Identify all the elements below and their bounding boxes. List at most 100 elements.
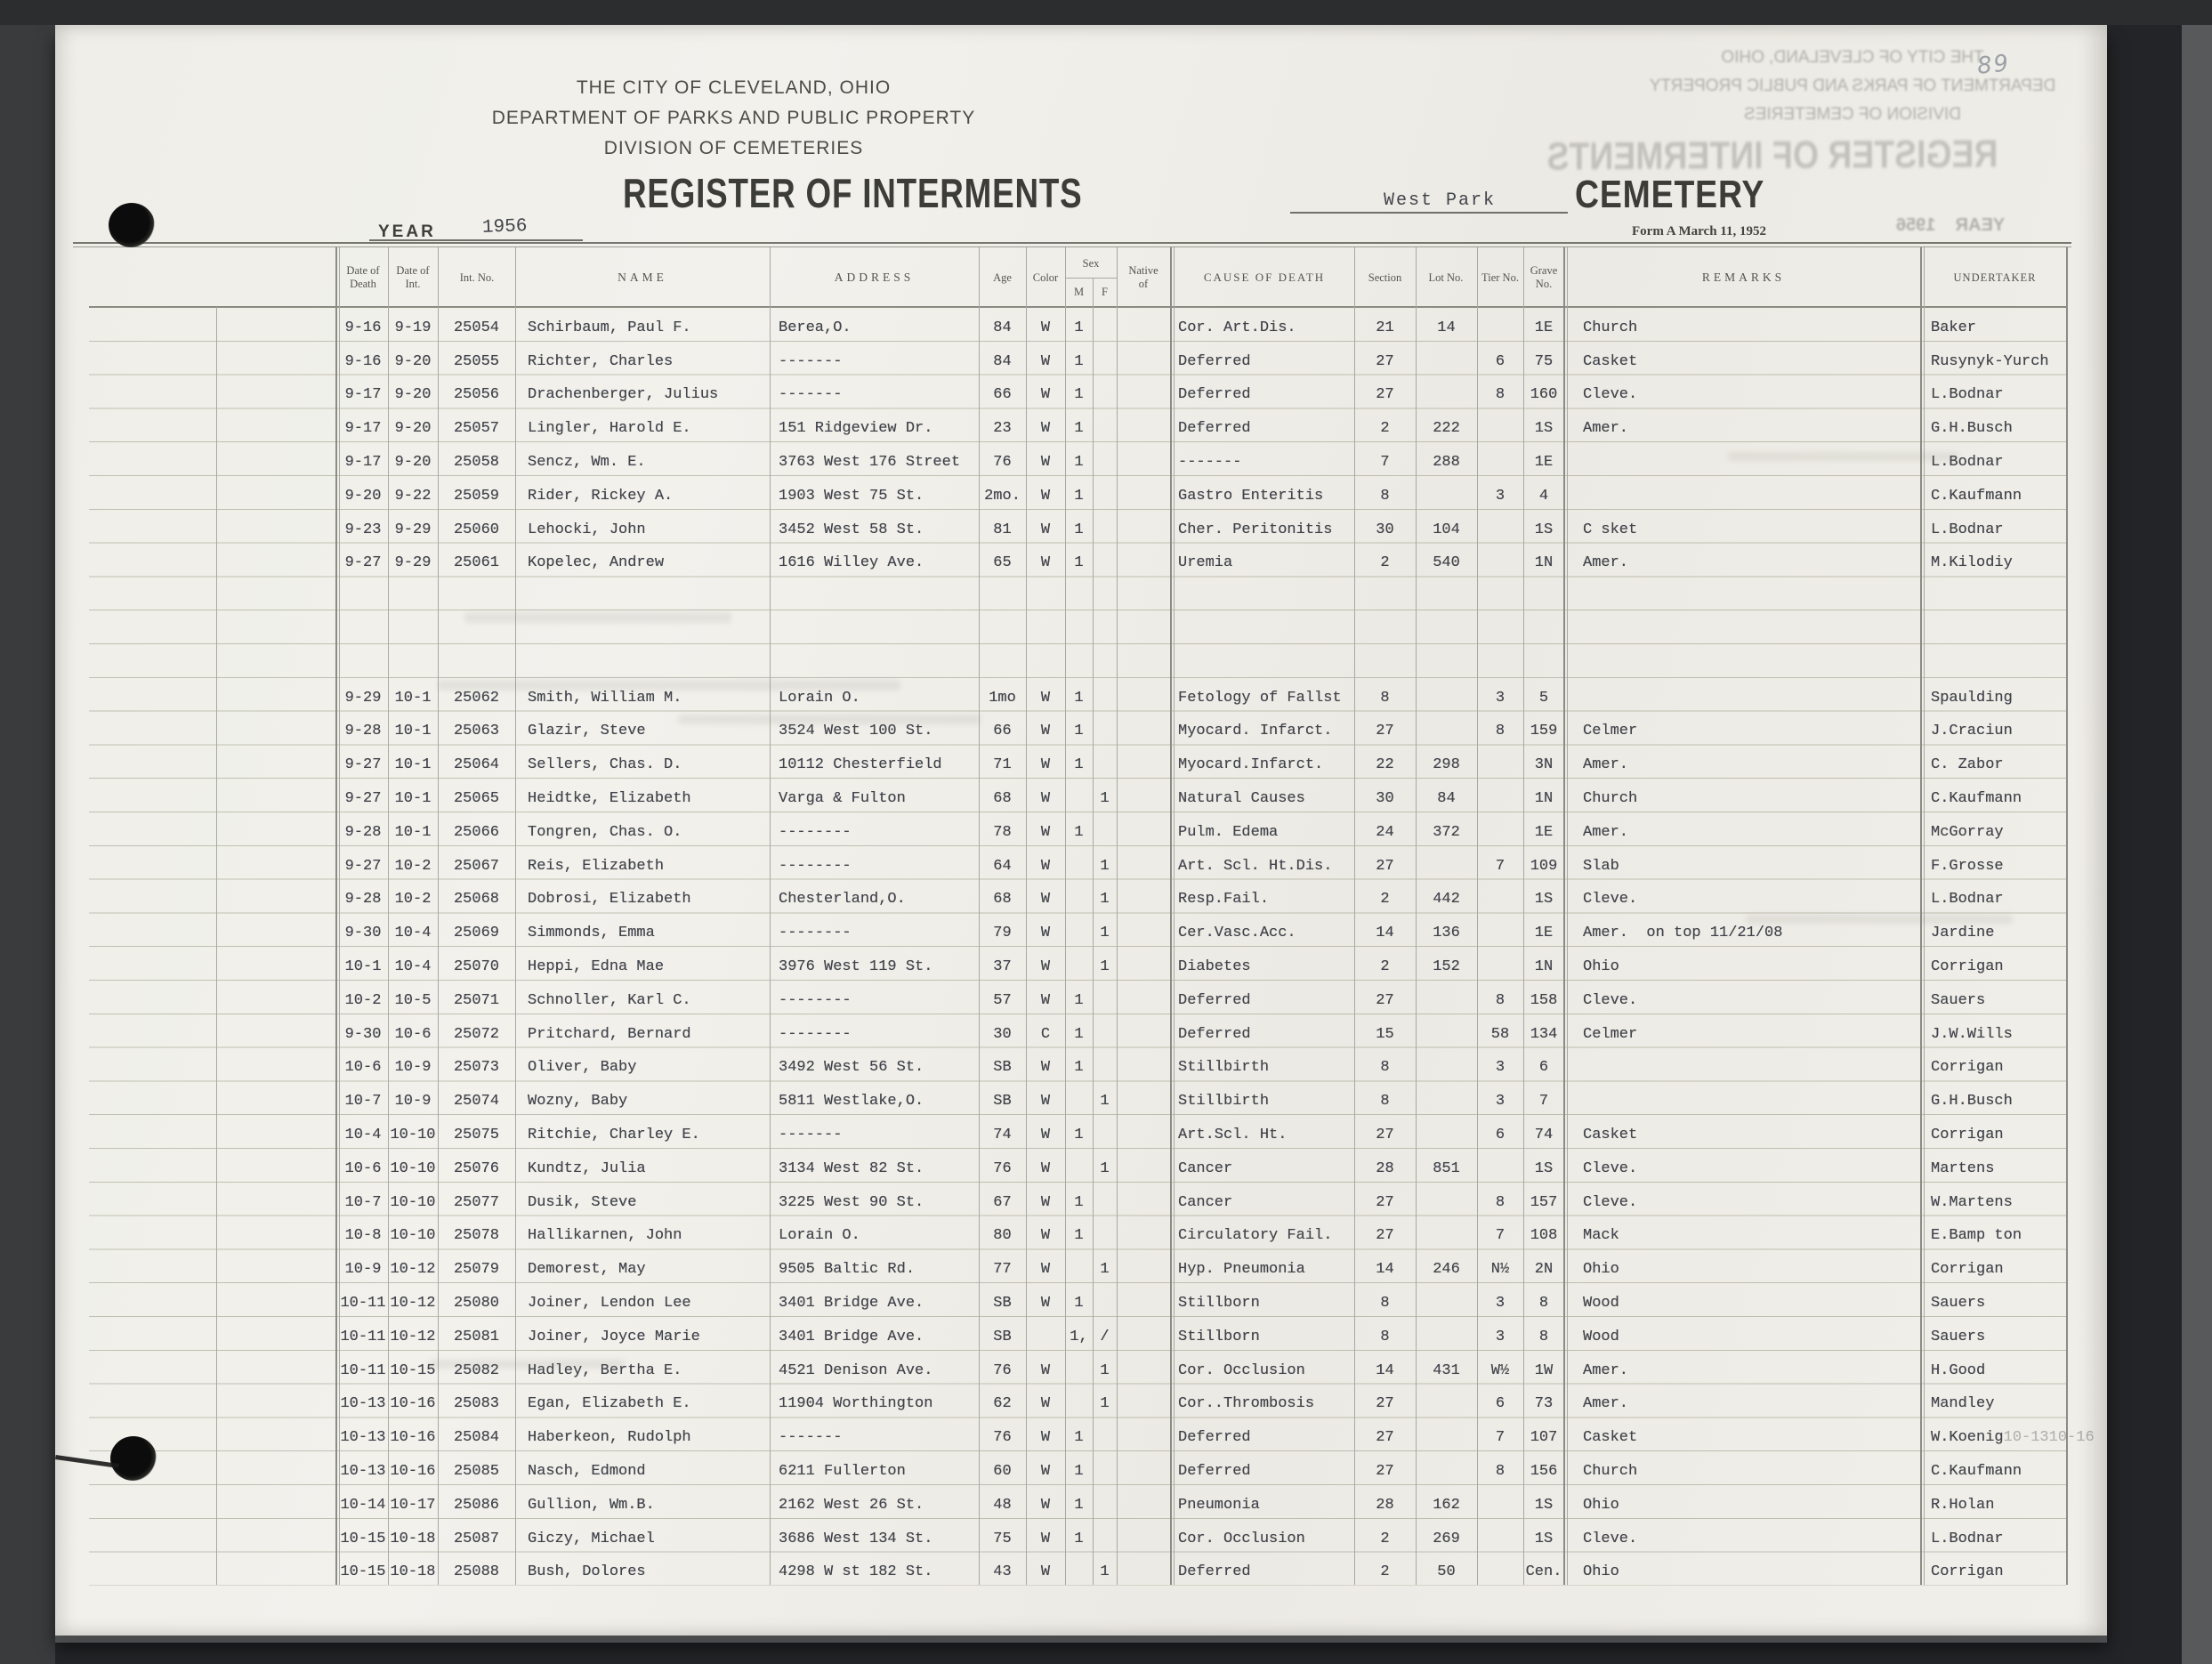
column-rule	[1354, 247, 1355, 1585]
cell-tier: 6	[1495, 1126, 1506, 1143]
cell-cause: Cor..Thrombosis	[1178, 1395, 1315, 1413]
cell-tier: 3	[1495, 1294, 1506, 1312]
punch-hole-top	[109, 203, 155, 247]
column-rule	[770, 247, 771, 1585]
cell-section: 8	[1380, 1059, 1390, 1077]
cell-color: W	[1040, 891, 1051, 909]
cell-cause: Deferred	[1178, 386, 1251, 404]
cell-addr: 4298 W st 182 St.	[779, 1563, 933, 1581]
cell-name: Hadley, Bertha E.	[528, 1361, 682, 1379]
cell-remarks: Ohio	[1583, 1261, 1619, 1279]
cell-lot: 372	[1433, 823, 1460, 841]
cell-di: 10-18	[390, 1530, 436, 1547]
cell-undertaker: Corrigan	[1931, 1126, 2004, 1143]
cell-dd: 9-27	[344, 789, 382, 807]
cell-dd: 10-15	[340, 1530, 386, 1547]
cell-dd: 9-17	[344, 386, 382, 404]
cell-di: 10-2	[394, 891, 432, 909]
cell-addr: 3401 Bridge Ave.	[779, 1328, 924, 1345]
cell-cause: Stillborn	[1178, 1294, 1260, 1312]
column-rule	[1523, 247, 1524, 1585]
cell-undertaker: Corrigan	[1931, 1563, 2004, 1581]
cell-age: SB	[993, 1294, 1012, 1312]
register-row: 9-30 10-4 25069 Simmonds, Emma -------- 79 W 1 C…	[55, 912, 2107, 946]
cell-grave: 8	[1538, 1294, 1549, 1312]
column-rule	[1026, 247, 1027, 1585]
cell-no: 25058	[453, 453, 499, 471]
cell-no: 25082	[453, 1361, 499, 1379]
cell-remarks: Mack	[1583, 1227, 1619, 1245]
cell-cause: Cancer	[1178, 1193, 1233, 1211]
cell-dd: 10-6	[344, 1159, 382, 1177]
cell-remarks: Wood	[1583, 1328, 1619, 1345]
cell-section: 21	[1376, 319, 1394, 336]
register-row: 9-28 10-1 25066 Tongren, Chas. O. -------- 78…	[55, 812, 2107, 845]
cell-remarks: Casket	[1583, 1429, 1638, 1447]
cell-undertaker: L.Bodnar	[1931, 521, 2004, 538]
cell-age: 80	[993, 1227, 1012, 1245]
cell-dd: 10-11	[340, 1328, 386, 1345]
register-row: 10-15 10-18 25087 Giczy, Michael 3686 West 1…	[55, 1518, 2107, 1552]
cell-color: W	[1040, 1093, 1051, 1111]
cell-addr: Chesterland,O.	[779, 891, 906, 909]
cell-undertaker: Martens	[1931, 1159, 1995, 1177]
cell-no: 25081	[453, 1328, 499, 1345]
cell-color: W	[1040, 723, 1051, 740]
cell-dd: 9-28	[344, 823, 382, 841]
cell-undertaker: C.Kaufmann	[1931, 1462, 2022, 1480]
cell-name: Lingler, Harold E.	[528, 420, 691, 438]
cell-f: 1	[1100, 857, 1110, 875]
cell-name: Dusik, Steve	[528, 1193, 637, 1211]
register-row: 10-11 10-15 25082 Hadley, Bertha E. 4521 Den…	[55, 1350, 2107, 1384]
form-note: Form A March 11, 1952	[1632, 224, 1766, 238]
cell-age: 1mo	[989, 689, 1016, 707]
cell-di: 10-1	[394, 689, 432, 707]
register-row: 9-28 10-2 25068 Dobrosi, Elizabeth Chesterla…	[55, 879, 2107, 913]
register-row: 9-23 9-29 25060 Lehocki, John 3452 West 58 S…	[55, 509, 2107, 543]
cell-age: 84	[993, 352, 1012, 370]
cell-section: 27	[1376, 1462, 1394, 1480]
cell-no: 25055	[453, 352, 499, 370]
cell-cause: Deferred	[1178, 352, 1251, 370]
column-rule	[388, 247, 389, 1585]
register-row: 9-17 9-20 25056 Drachenberger, Julius ------…	[55, 375, 2107, 408]
cell-addr: 4521 Denison Ave.	[779, 1361, 933, 1379]
cell-name: Lehocki, John	[528, 521, 646, 538]
cell-color: W	[1040, 319, 1051, 336]
cell-dd: 10-13	[340, 1462, 386, 1480]
cell-no: 25088	[453, 1563, 499, 1581]
cell-cause: Myocard.Infarct.	[1178, 756, 1324, 774]
cell-addr: 3452 West 58 St.	[779, 521, 924, 538]
cell-grave: 7	[1538, 1093, 1549, 1111]
cell-section: 2	[1380, 1563, 1390, 1581]
register-row: 9-17 9-20 25057 Lingler, Harold E. 151 Ridge…	[55, 408, 2107, 441]
cell-remarks: Ohio	[1583, 1563, 1619, 1581]
cell-cause: Myocard. Infarct.	[1178, 723, 1333, 740]
cell-remarks: Cleve.	[1583, 891, 1638, 909]
cell-cause: -------	[1178, 453, 1242, 471]
cell-no: 25069	[453, 925, 499, 942]
cell-remarks: Amer.	[1583, 1361, 1629, 1379]
cell-color: W	[1040, 1395, 1051, 1413]
cell-age: 37	[993, 957, 1012, 975]
cell-grave: 134	[1530, 1025, 1558, 1043]
cell-no: 25054	[453, 319, 499, 336]
cell-grave: 1S	[1534, 521, 1554, 538]
cell-lot: 162	[1433, 1496, 1460, 1514]
cell-addr: Varga & Fulton	[779, 789, 906, 807]
cell-tier: 3	[1495, 1059, 1506, 1077]
column-rule	[1477, 247, 1478, 1585]
cell-section: 27	[1376, 352, 1394, 370]
cell-cause: Resp.Fail.	[1178, 891, 1270, 909]
cell-section: 8	[1380, 487, 1390, 505]
cell-name: Dobrosi, Elizabeth	[528, 891, 691, 909]
cell-name: Smith, William M.	[528, 689, 682, 707]
cell-no: 25071	[453, 991, 499, 1009]
cell-cause: Cor. Art.Dis.	[1178, 319, 1296, 336]
cell-color: W	[1040, 957, 1051, 975]
register-row: 10-8 10-10 25078 Hallikarnen, John Lorain O.…	[55, 1216, 2107, 1249]
cell-remarks: Church	[1583, 1462, 1638, 1480]
cell-section: 27	[1376, 1395, 1394, 1413]
cell-dd: 10-15	[340, 1563, 386, 1581]
register-row: 9-20 9-22 25059 Rider, Rickey A. 1903 West 7…	[55, 475, 2107, 509]
